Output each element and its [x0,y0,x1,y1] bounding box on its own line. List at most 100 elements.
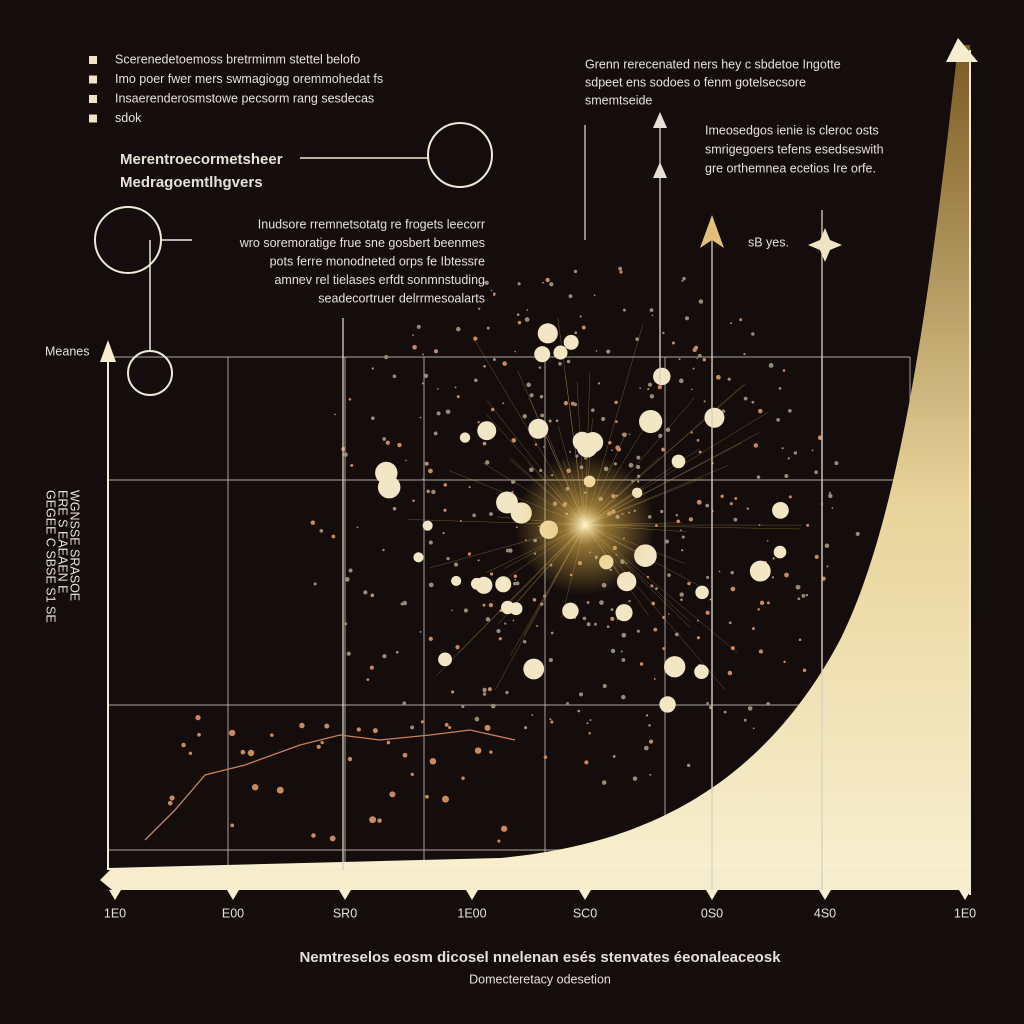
dot [728,621,732,625]
dot [781,447,784,450]
tick-marker [227,890,239,900]
dot [690,388,693,391]
callout-line [149,239,192,352]
dot [743,396,748,401]
dot [558,361,562,366]
dot [444,722,449,727]
dot [601,780,607,785]
dot [667,613,670,615]
top-note: Grenn rerecenated ners hey c sbdetoe Ing… [585,57,841,107]
bubble [523,658,545,680]
dot [824,543,830,549]
dot [628,462,634,468]
dot [678,378,684,384]
dot [806,523,810,527]
dot [582,616,587,621]
bubble [653,367,671,386]
dot [451,690,455,694]
dot [661,447,666,452]
dot [696,357,699,360]
dot [802,668,807,672]
x-axis-band [100,868,970,890]
dot [664,539,669,544]
bubble [704,407,725,428]
dot [662,647,666,651]
dot [377,818,382,823]
dot [485,617,491,622]
tick-marker [579,890,591,900]
dot [532,597,537,602]
dot [442,532,445,535]
dot [402,752,408,758]
dot [320,740,324,745]
dot [429,758,437,765]
dot [431,489,436,495]
dot [612,755,616,758]
dot [606,349,611,354]
dot [855,531,860,536]
dot [687,581,691,586]
dot [549,282,554,287]
dot [492,358,496,361]
dot [615,420,618,423]
side-text: WGNSSE SRASOE [68,490,82,601]
dot [828,493,833,499]
dot [577,709,581,713]
note-line: Inudsore rremnetsotatg re frogets leecor… [258,217,485,231]
glow [515,455,655,595]
dot [788,408,792,413]
dot [751,400,755,404]
dot [526,309,529,311]
dot [412,345,417,350]
dot [753,443,759,448]
dot [648,724,651,727]
dot [665,427,671,433]
dot [680,598,683,602]
dot [540,413,545,418]
dot [369,816,377,824]
dot [758,524,761,526]
dot [645,714,649,717]
dot [759,600,765,606]
dot [667,573,671,577]
dot [650,584,654,588]
dot [511,490,514,494]
dot [422,353,425,356]
dot [334,413,336,416]
dot [488,603,494,608]
callout-title: Merentroecormetsheer [120,151,283,168]
dot [599,600,604,605]
dot [188,751,193,756]
dot [456,326,461,332]
dot [550,720,554,724]
dot [384,355,389,360]
dot [549,718,552,721]
dot [386,740,391,745]
dot [709,598,712,601]
bubble [749,560,771,582]
dot [705,503,710,508]
dot [529,393,534,398]
dot [610,616,615,621]
dot [428,582,434,588]
dot [548,419,552,423]
dot [502,402,505,405]
dot [424,461,429,466]
dot [621,632,627,638]
dot [389,791,396,798]
bubble [528,418,549,439]
dot [347,756,353,762]
y-axis-title: Meanes [45,344,89,358]
dot [614,400,618,405]
dot [734,497,738,500]
dot [784,572,789,578]
dot [568,294,573,299]
dot [579,692,584,697]
dot [270,733,274,737]
dot [651,314,654,317]
dot [369,665,374,670]
dot [639,662,644,666]
dot [811,449,814,452]
dot [573,269,578,274]
dot [671,341,675,345]
